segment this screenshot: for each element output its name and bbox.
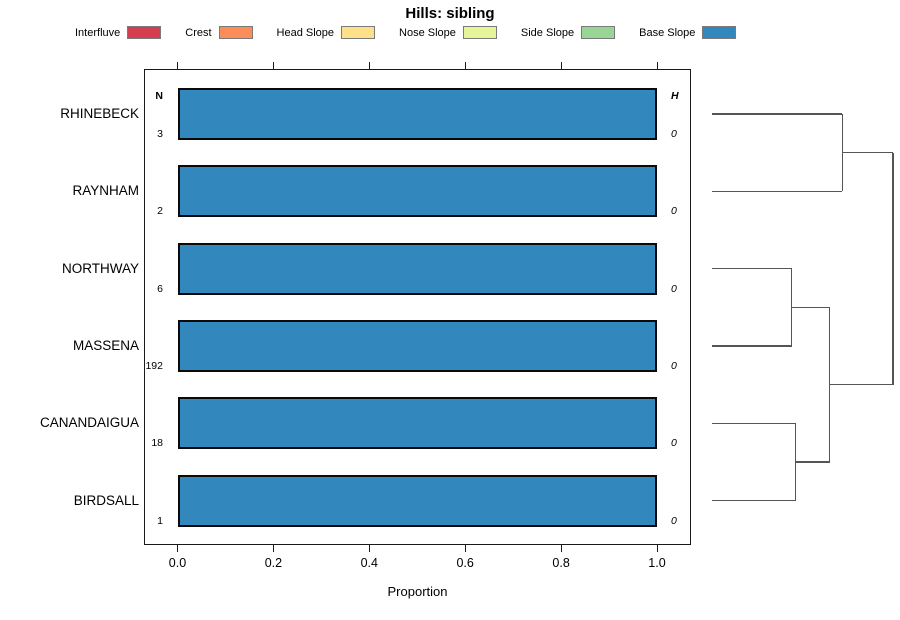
h-column-header: H bbox=[671, 90, 679, 102]
h-value: 0 bbox=[671, 128, 677, 140]
n-value: 18 bbox=[151, 437, 163, 450]
x-axis-label: Proportion bbox=[387, 584, 448, 599]
dendrogram-line bbox=[712, 190, 843, 193]
legend-item: Nose Slope bbox=[399, 26, 497, 39]
x-tick-label: 0.6 bbox=[456, 556, 474, 570]
legend-item: Head Slope bbox=[277, 26, 376, 39]
dendrogram-line bbox=[892, 152, 894, 385]
x-tick-bottom bbox=[272, 545, 274, 552]
dendrogram-line bbox=[712, 422, 796, 425]
x-tick-top bbox=[368, 62, 370, 69]
x-tick-bottom bbox=[177, 545, 178, 552]
legend-swatch bbox=[218, 26, 253, 39]
legend-swatch bbox=[581, 26, 616, 39]
h-value: 0 bbox=[671, 205, 677, 218]
x-tick-label: 0.2 bbox=[264, 556, 283, 570]
bar-segment-base-slope bbox=[177, 165, 657, 218]
dendrogram-line bbox=[712, 499, 796, 502]
bar-segment-base-slope bbox=[177, 88, 657, 140]
plot-area bbox=[144, 69, 691, 545]
legend-swatch bbox=[127, 26, 162, 39]
x-tick-bottom bbox=[368, 545, 370, 552]
legend-item: Side Slope bbox=[520, 26, 616, 39]
legend-label: Head Slope bbox=[276, 26, 335, 39]
legend: Interfluve Crest Head Slope Nose Slope Side … bbox=[75, 26, 737, 39]
x-tick-label: 0.4 bbox=[360, 556, 378, 570]
n-column-header: N bbox=[155, 90, 163, 102]
x-tick-top bbox=[177, 62, 178, 69]
dendrogram-line bbox=[712, 345, 792, 347]
legend-swatch bbox=[702, 26, 737, 39]
legend-item: Base Slope bbox=[639, 26, 737, 39]
legend-label: Nose Slope bbox=[399, 26, 456, 39]
x-tick-bottom bbox=[560, 545, 562, 552]
legend-item: Interfluve bbox=[75, 26, 162, 39]
legend-swatch bbox=[462, 26, 497, 39]
x-tick-bottom bbox=[464, 545, 466, 552]
dendrogram-line bbox=[712, 267, 792, 270]
legend-label: Interfluve bbox=[75, 26, 121, 39]
row-label: MASSENA bbox=[72, 337, 139, 353]
dendrogram-line bbox=[842, 151, 893, 154]
row-label: NORTHWAY bbox=[62, 260, 139, 276]
x-tick-bottom bbox=[656, 545, 658, 552]
n-value: 2 bbox=[157, 205, 163, 218]
legend-item: Crest bbox=[185, 26, 253, 39]
h-value: 0 bbox=[671, 359, 677, 372]
x-tick-label: 0.0 bbox=[168, 556, 187, 570]
x-tick-top bbox=[272, 62, 274, 69]
dendrogram-line bbox=[829, 383, 893, 386]
x-tick-label: 1.0 bbox=[648, 556, 666, 570]
row-label: BIRDSALL bbox=[73, 492, 139, 508]
chart-title: Hills: sibling bbox=[405, 5, 495, 22]
row-label: RAYNHAM bbox=[72, 183, 139, 199]
row-label: RHINEBECK bbox=[60, 106, 139, 121]
legend-label: Base Slope bbox=[639, 26, 696, 39]
bar-segment-base-slope bbox=[177, 242, 657, 295]
bar-segment-base-slope bbox=[177, 474, 657, 527]
legend-label: Crest bbox=[185, 26, 212, 39]
dendrogram-line bbox=[712, 113, 843, 115]
h-value: 0 bbox=[671, 514, 677, 527]
x-tick-top bbox=[656, 62, 658, 69]
n-value: 3 bbox=[157, 128, 163, 140]
bar-segment-base-slope bbox=[177, 319, 657, 372]
x-tick-top bbox=[560, 62, 562, 69]
n-value: 6 bbox=[157, 282, 163, 295]
dendrogram-line bbox=[791, 306, 830, 309]
h-value: 0 bbox=[671, 282, 677, 295]
h-value: 0 bbox=[671, 437, 677, 450]
row-label: CANANDAIGUA bbox=[39, 415, 139, 431]
x-tick-label: 0.8 bbox=[552, 556, 570, 570]
legend-label: Side Slope bbox=[520, 26, 575, 39]
x-tick-top bbox=[464, 62, 466, 69]
legend-swatch bbox=[341, 26, 376, 39]
bar-segment-base-slope bbox=[177, 397, 657, 450]
n-value: 1 bbox=[157, 514, 163, 527]
n-value: 192 bbox=[145, 359, 163, 372]
dendrogram-line bbox=[795, 461, 830, 463]
